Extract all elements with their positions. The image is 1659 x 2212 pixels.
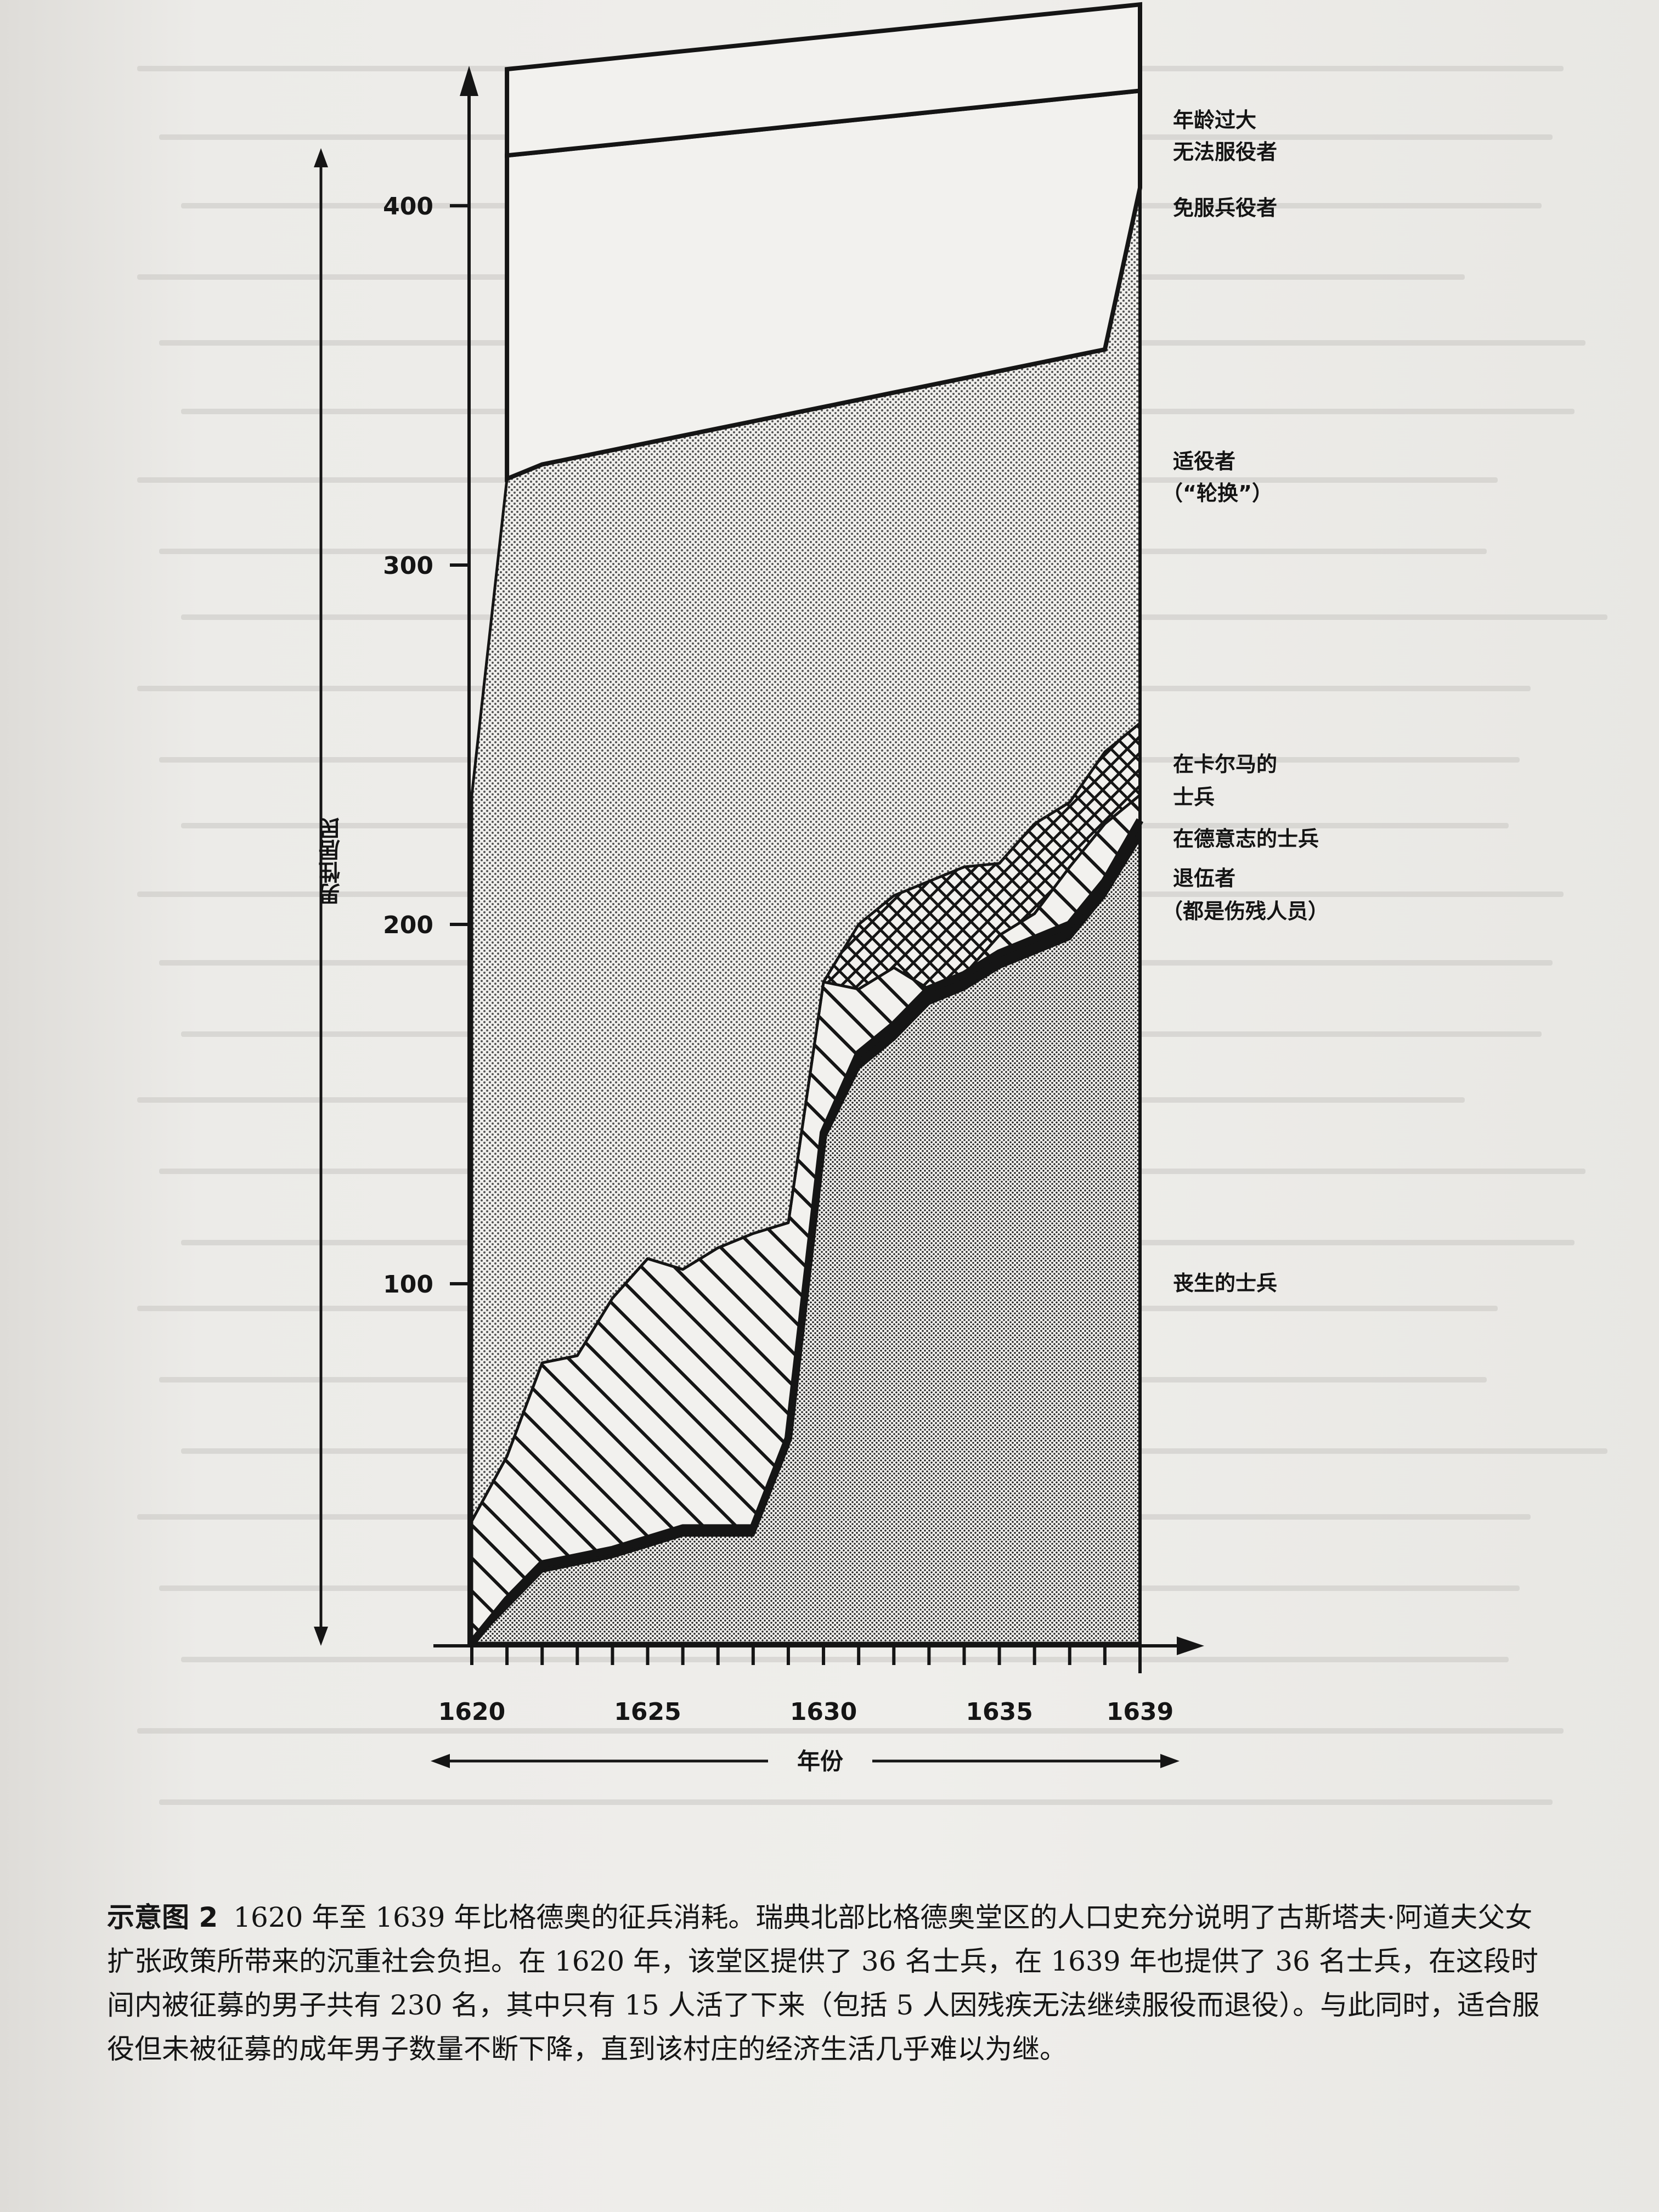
y-label-span-arrow-down (314, 1627, 328, 1646)
line-casualty-total (469, 818, 1144, 1646)
y-tick-label: 400 (383, 193, 433, 221)
legend-kalmar-line1: 在卡尔马的 (1173, 752, 1278, 776)
x-label-span-arrow-right (1160, 1754, 1180, 1768)
chart-layers (469, 2, 1144, 1646)
y-tick-label: 200 (383, 911, 433, 939)
y-label-span-arrow-up (314, 148, 328, 167)
legend-germany: 在德意志的士兵 (1173, 827, 1319, 851)
x-axis-label: 年份 (797, 1748, 843, 1775)
y-axis-arrow (460, 66, 478, 96)
x-label-span-arrow-left (431, 1754, 450, 1768)
legend-kalmar-line2: 士兵 (1173, 785, 1215, 809)
legend-too-old-line1: 年龄过大 (1173, 108, 1257, 132)
figure-caption: 示意图 2 1620 年至 1639 年比格德奥的征兵消耗。瑞典北部比格德奥堂区的… (107, 1895, 1544, 2071)
conscription-chart: 1620 1625 1630 1635 1639 100 200 300 400 年份 (314, 2, 1204, 1775)
x-tick-label: 1639 (1107, 1698, 1173, 1726)
bleed-through-line (181, 1657, 1509, 1662)
x-tick-label: 1630 (790, 1698, 857, 1726)
legend-dead: 丧生的士兵 (1173, 1271, 1278, 1295)
legend-too-old-line2: 无法服役者 (1173, 140, 1278, 164)
x-tick-label: 1620 (438, 1698, 505, 1726)
x-tick-label: 1635 (966, 1698, 1032, 1726)
y-tick-label: 100 (383, 1271, 433, 1299)
bleed-through-line (137, 1728, 1564, 1734)
y-tick-label: 300 (383, 552, 433, 580)
x-tick-label: 1625 (614, 1698, 681, 1726)
x-axis-arrow (1177, 1637, 1204, 1655)
legend-exempt: 免服兵役者 (1173, 196, 1278, 220)
bleed-through-line (159, 1799, 1553, 1805)
legend-eligible-line2: （“轮换”） (1162, 481, 1273, 505)
chart-ticks: 1620 1625 1630 1635 1639 100 200 300 400 年份 (383, 193, 1173, 1775)
legend-veterans-line2: （都是伤残人员） (1162, 899, 1329, 923)
y-axis-label: 男性居民 (319, 817, 344, 905)
chart-axes (314, 66, 1204, 1768)
caption-text: 1620 年至 1639 年比格德奥的征兵消耗。瑞典北部比格德奥堂区的人口史充分… (107, 1901, 1540, 2065)
caption-label: 示意图 2 (107, 1901, 218, 1933)
legend-eligible-line1: 适役者 (1173, 449, 1236, 473)
legend-veterans-line1: 退伍者 (1173, 866, 1236, 890)
